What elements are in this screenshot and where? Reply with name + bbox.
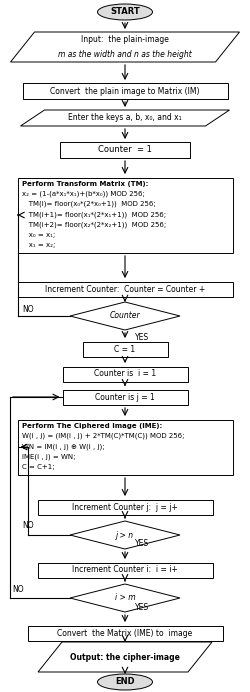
Text: TM(i+1)= floor(x₁*(2*x₁+1))  MOD 256;: TM(i+1)= floor(x₁*(2*x₁+1)) MOD 256;: [22, 211, 166, 218]
Text: NO: NO: [22, 522, 34, 531]
FancyBboxPatch shape: [62, 390, 188, 405]
Text: Counter is  i = 1: Counter is i = 1: [94, 370, 156, 379]
Text: i > m: i > m: [115, 594, 135, 603]
Text: Convert  the plain image to Matrix (IM): Convert the plain image to Matrix (IM): [50, 86, 200, 95]
Text: Increment Counter:  Counter = Counter +: Increment Counter: Counter = Counter +: [45, 284, 205, 293]
Text: m as the width and n as the height: m as the width and n as the height: [58, 50, 192, 59]
Text: END: END: [115, 677, 135, 686]
Polygon shape: [20, 110, 230, 126]
FancyBboxPatch shape: [28, 626, 222, 641]
FancyBboxPatch shape: [82, 341, 168, 356]
Text: Input:  the plain-image: Input: the plain-image: [81, 35, 169, 44]
FancyBboxPatch shape: [38, 563, 212, 578]
FancyBboxPatch shape: [18, 282, 233, 296]
Polygon shape: [70, 521, 180, 549]
FancyBboxPatch shape: [22, 83, 228, 99]
Text: Counter: Counter: [110, 311, 140, 320]
FancyBboxPatch shape: [62, 367, 188, 381]
Text: YES: YES: [135, 603, 149, 612]
Text: x₀ = x₁;: x₀ = x₁;: [22, 232, 55, 238]
Text: TM(i+2)= floor(x₂*(2*x₂+1))  MOD 256;: TM(i+2)= floor(x₂*(2*x₂+1)) MOD 256;: [22, 221, 166, 228]
Text: TM(i)= floor(x₀*(2*x₀+1))  MOD 256;: TM(i)= floor(x₀*(2*x₀+1)) MOD 256;: [22, 201, 155, 208]
FancyBboxPatch shape: [18, 178, 233, 253]
Polygon shape: [38, 642, 212, 672]
Text: WN = IM(i , j) ⊕ W(i , j);: WN = IM(i , j) ⊕ W(i , j);: [22, 444, 104, 450]
Text: NO: NO: [22, 304, 34, 313]
Text: x₂ = (1-(a*x₁*x₁)+(b*x₀)) MOD 256;: x₂ = (1-(a*x₁*x₁)+(b*x₀)) MOD 256;: [22, 191, 144, 197]
Text: C = C+1;: C = C+1;: [22, 464, 54, 471]
Text: START: START: [110, 8, 140, 17]
Text: W(i , j) = (IM(i , j) + 2*TM(C)*TM(C)) MOD 256;: W(i , j) = (IM(i , j) + 2*TM(C)*TM(C)) M…: [22, 433, 184, 439]
Text: Enter the keys a, b, x₀, and x₁: Enter the keys a, b, x₀, and x₁: [68, 113, 182, 122]
FancyBboxPatch shape: [60, 142, 190, 158]
FancyBboxPatch shape: [18, 419, 233, 475]
Polygon shape: [70, 302, 180, 330]
Text: Increment Counter j:  j = j+: Increment Counter j: j = j+: [72, 502, 178, 511]
Text: Perform Transform Matrix (TM):: Perform Transform Matrix (TM):: [22, 181, 148, 187]
Ellipse shape: [98, 4, 152, 20]
Text: IME(i , j) = WN;: IME(i , j) = WN;: [22, 454, 75, 460]
Text: Convert  the Matrix (IME) to  image: Convert the Matrix (IME) to image: [58, 628, 192, 637]
Polygon shape: [10, 32, 239, 62]
Text: j > n: j > n: [116, 531, 134, 540]
Text: Output: the cipher-image: Output: the cipher-image: [70, 653, 180, 662]
Polygon shape: [70, 584, 180, 612]
Text: x₁ = x₂;: x₁ = x₂;: [22, 242, 55, 248]
Text: YES: YES: [135, 540, 149, 549]
Text: YES: YES: [135, 334, 149, 343]
Ellipse shape: [98, 674, 152, 690]
Text: C = 1: C = 1: [114, 345, 136, 354]
Text: Perform The Ciphered Image (IME):: Perform The Ciphered Image (IME):: [22, 423, 162, 429]
Text: NO: NO: [12, 585, 24, 594]
Text: Increment Counter i:  i = i+: Increment Counter i: i = i+: [72, 565, 178, 574]
Text: Counter is j = 1: Counter is j = 1: [95, 392, 155, 401]
FancyBboxPatch shape: [38, 500, 212, 514]
Text: Counter  = 1: Counter = 1: [98, 145, 152, 154]
